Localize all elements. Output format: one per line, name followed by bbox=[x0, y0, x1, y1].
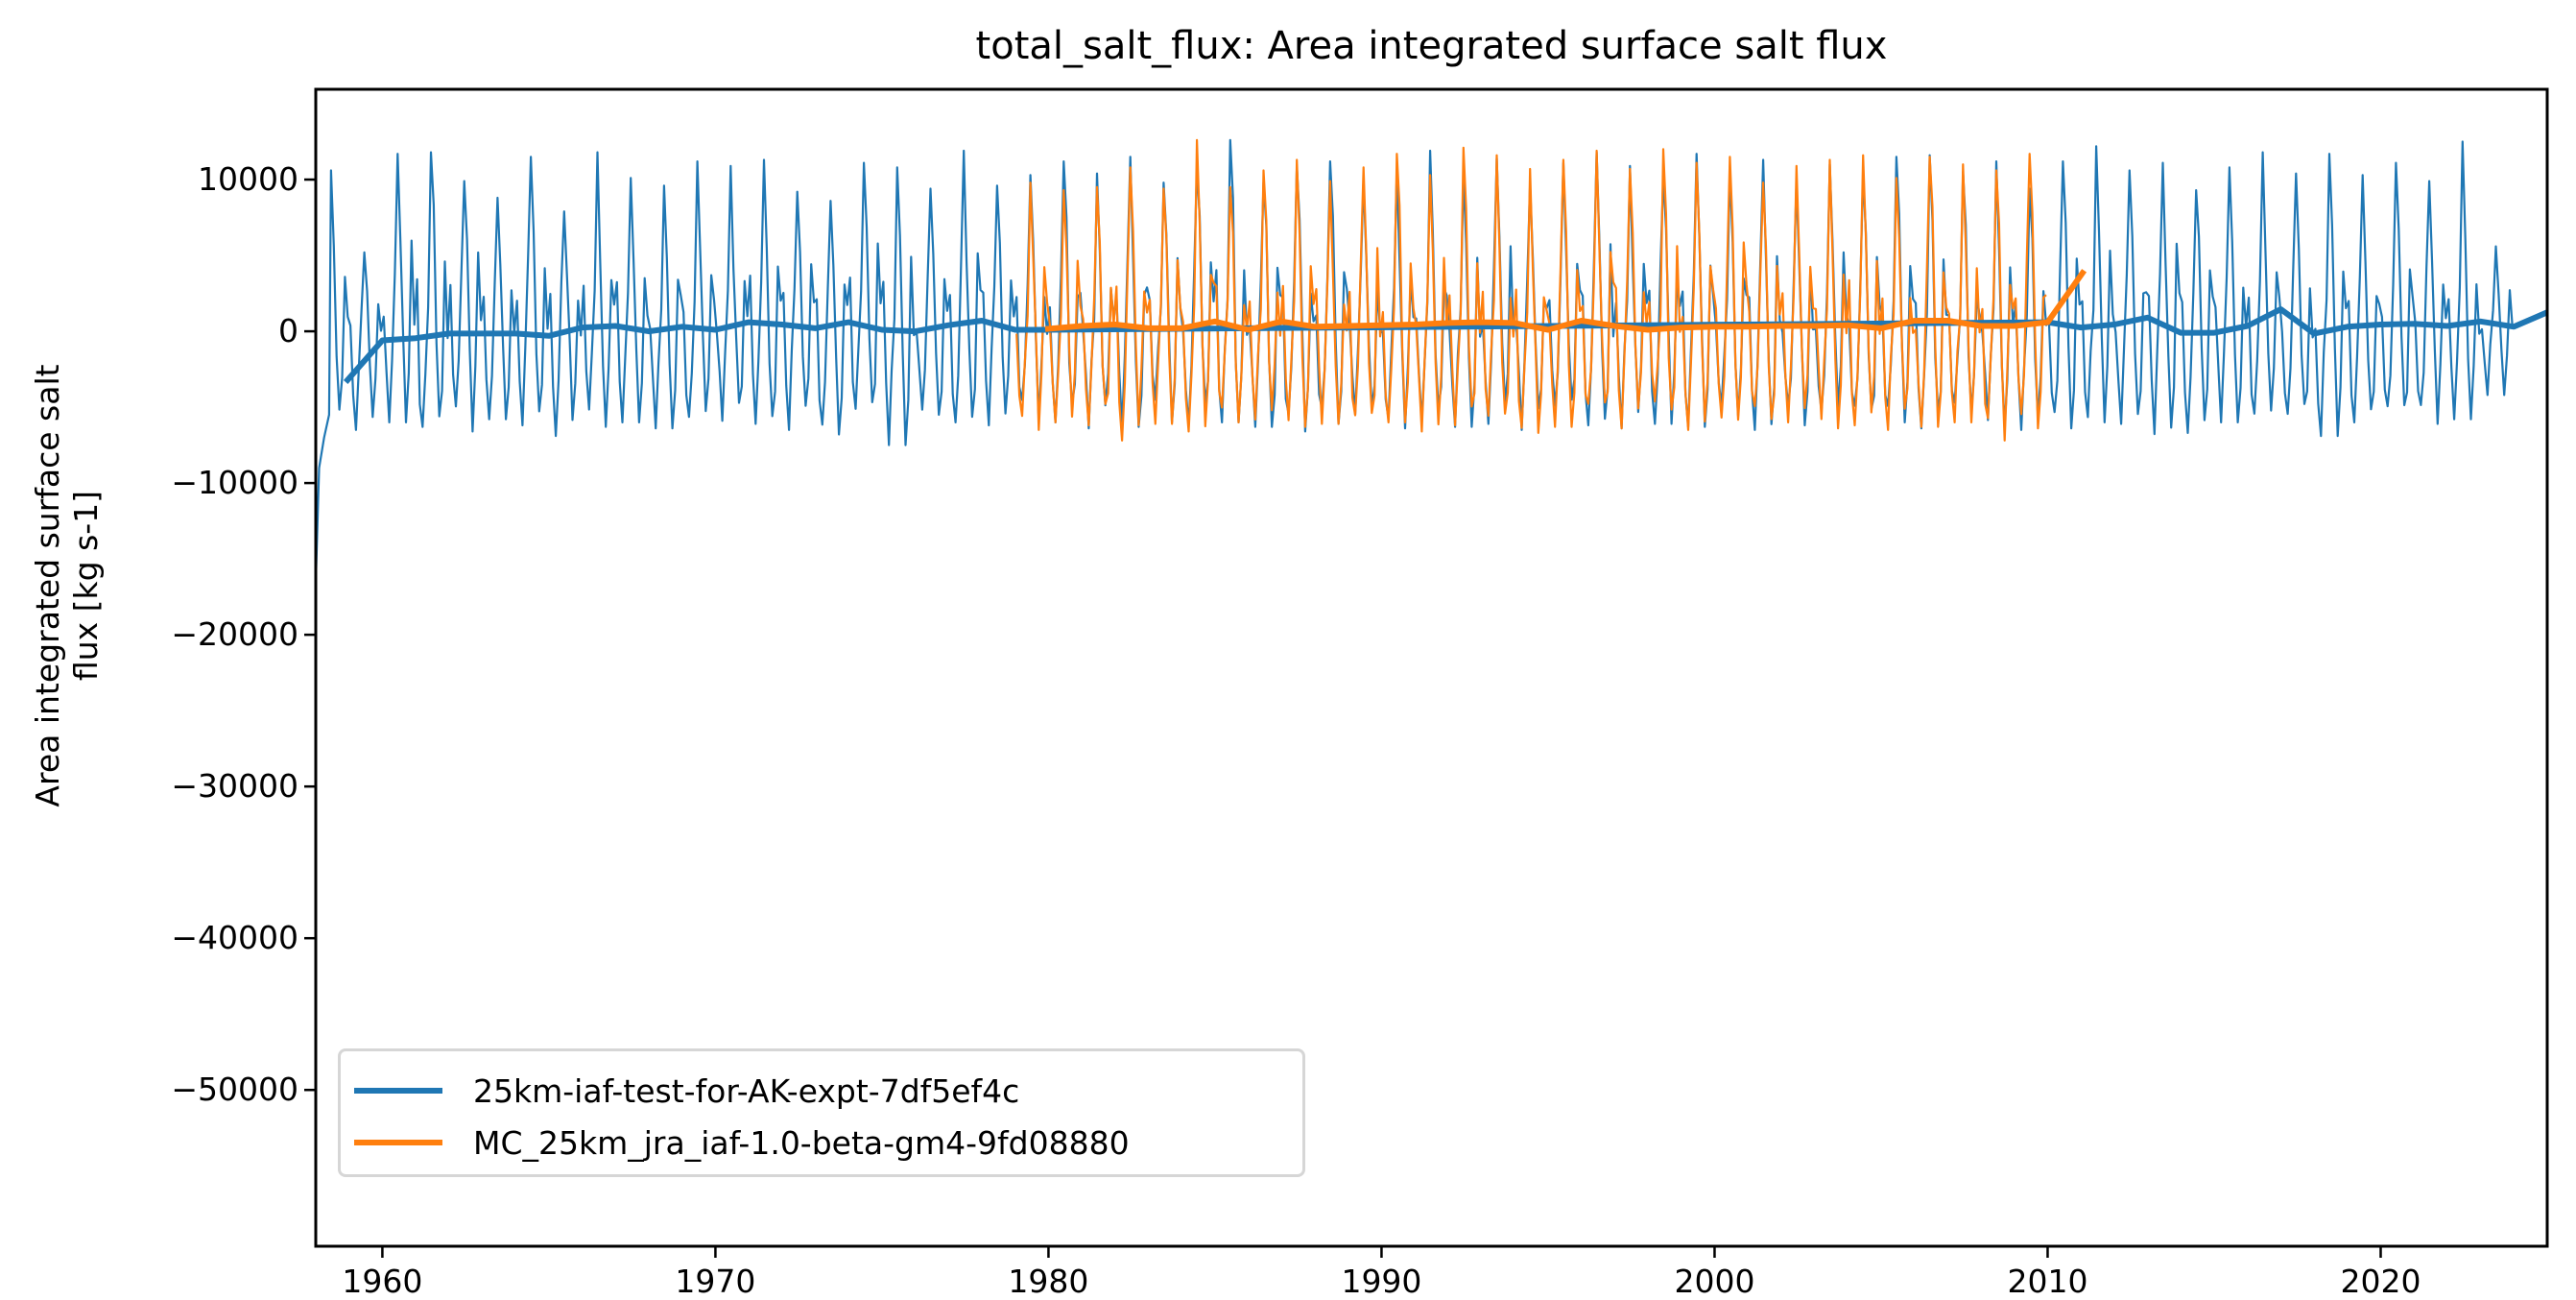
chart-title: total_salt_flux: Area integrated surface… bbox=[975, 24, 1888, 68]
series-monthly-line bbox=[1015, 138, 2047, 442]
x-tick-label: 1980 bbox=[1008, 1263, 1089, 1300]
y-tick-label: −50000 bbox=[171, 1071, 298, 1109]
x-tick-label: 1960 bbox=[342, 1263, 423, 1300]
y-tick-label: −20000 bbox=[171, 615, 298, 654]
axes-frame bbox=[314, 87, 2549, 1248]
x-tick-label: 2000 bbox=[1674, 1263, 1755, 1300]
x-tick-label: 2020 bbox=[2340, 1263, 2421, 1300]
y-tick-label: 10000 bbox=[198, 160, 298, 199]
y-tick-label: −10000 bbox=[171, 464, 298, 502]
tick-marks bbox=[304, 178, 2382, 1258]
y-tick-label: 0 bbox=[278, 312, 298, 350]
x-tick-label: 1990 bbox=[1341, 1263, 1422, 1300]
legend-line-blue-icon bbox=[354, 1088, 442, 1094]
x-tick-label: 1970 bbox=[675, 1263, 756, 1300]
y-tick-label: −30000 bbox=[171, 767, 298, 806]
series-annual-mean-line bbox=[1044, 269, 2087, 333]
legend-item-orange: MC_25km_jra_iaf-1.0-beta-gm4-9fd08880 bbox=[354, 1120, 1130, 1165]
y-tick-label: −40000 bbox=[171, 919, 298, 957]
series-annual-mean-line bbox=[343, 306, 2547, 384]
legend-label-orange: MC_25km_jra_iaf-1.0-beta-gm4-9fd08880 bbox=[473, 1123, 1130, 1162]
x-tick-label: 2010 bbox=[2007, 1263, 2088, 1300]
legend-label-blue: 25km-iaf-test-for-AK-expt-7df5ef4c bbox=[473, 1071, 1020, 1110]
legend-line-orange-icon bbox=[354, 1140, 442, 1145]
series-layer bbox=[316, 138, 2547, 582]
legend: 25km-iaf-test-for-AK-expt-7df5ef4c MC_25… bbox=[338, 1048, 1305, 1177]
series-monthly-line bbox=[316, 138, 2514, 582]
legend-item-blue: 25km-iaf-test-for-AK-expt-7df5ef4c bbox=[354, 1069, 1019, 1113]
